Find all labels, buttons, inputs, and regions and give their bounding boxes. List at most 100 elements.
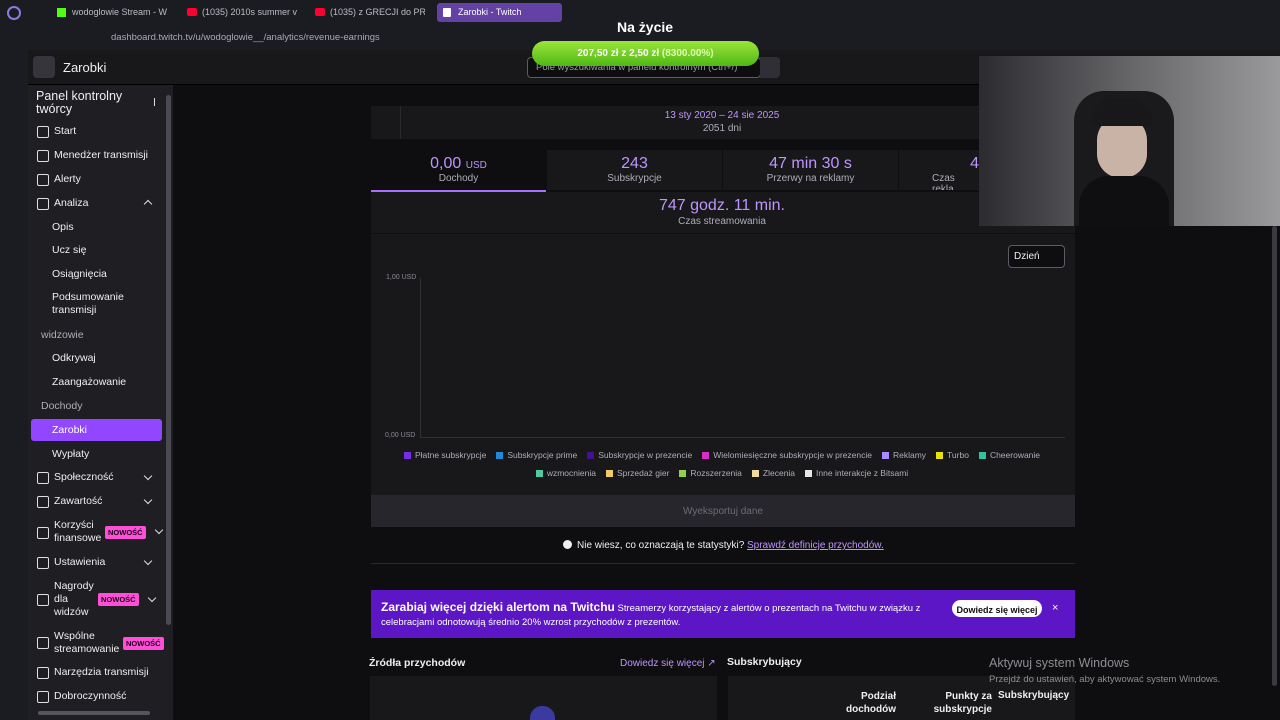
icon xyxy=(37,527,49,539)
sidebar-title: Panel kontrolny twórcy xyxy=(36,89,123,116)
tab-active[interactable]: Zarobki - Twitch xyxy=(437,3,562,22)
stat-label: Dochody xyxy=(438,173,479,184)
tab-title: (1035) 2010s summer vib xyxy=(202,7,297,17)
menu-button[interactable] xyxy=(33,56,55,78)
nav-item[interactable]: Wspólne streamowanie xyxy=(54,630,120,655)
date-range: 13 sty 2020 – 24 sie 2025 xyxy=(664,110,780,121)
tab-title: (1035) z GRECJI do PRO xyxy=(330,7,425,17)
stat-card[interactable]: 4 Czas rekla xyxy=(899,150,979,190)
interval-select[interactable]: Dzień xyxy=(1008,245,1065,268)
date-days: 2051 dni xyxy=(702,123,742,134)
legend-item: Zlecenia xyxy=(751,468,796,478)
watermark-text: Przejdź do ustawień, aby aktywować syste… xyxy=(989,674,1221,685)
icon xyxy=(37,667,49,679)
goal-percent: (8300.00%) xyxy=(661,48,714,59)
nav-item[interactable]: Alerty xyxy=(54,173,81,185)
icon xyxy=(37,496,49,508)
stat-value: 0,00 xyxy=(430,155,462,172)
subscribers-title: Subskrybujący xyxy=(727,656,802,668)
nav-item[interactable]: Korzyści finansowe xyxy=(54,519,102,544)
y-label: 0,00 USD xyxy=(385,432,416,439)
stat-card[interactable]: 0,00 USD Dochody xyxy=(371,150,546,192)
banner-text: Streamerzy korzystający z alertów o prez… xyxy=(381,603,921,628)
date-bar xyxy=(371,106,1075,139)
legend-item: wzmocnienia xyxy=(535,468,596,478)
legend-label: Inne interakcje z Bitsami xyxy=(816,468,909,478)
help-icon xyxy=(563,540,572,549)
icon xyxy=(37,472,49,484)
legend-swatch xyxy=(679,469,687,477)
legend-swatch xyxy=(805,469,813,477)
main-scrollbar xyxy=(1272,226,1277,686)
legend-label: Zlecenia xyxy=(762,468,796,478)
nav-subitem[interactable]: Odkrywaj xyxy=(52,352,96,364)
goal-current: 207,50 zł xyxy=(577,48,619,59)
sidebar-scrollbar xyxy=(166,95,171,625)
legend-item: Subskrypcje prime xyxy=(496,450,577,460)
search-button[interactable] xyxy=(760,57,780,78)
nav-group: Dochody xyxy=(41,400,83,412)
nav-subitem[interactable]: Ucz się xyxy=(52,244,87,256)
legend-label: Subskrypcje w prezencie xyxy=(598,450,693,460)
nav-subitem-active[interactable]: Zarobki xyxy=(52,424,88,436)
banner-button-label: Dowiedz się więcej xyxy=(956,605,1038,615)
export-button[interactable]: Wyeksportuj dane xyxy=(371,495,1075,527)
banner-close[interactable]: × xyxy=(1052,602,1059,614)
badge: NOWOŚĆ xyxy=(123,637,164,650)
legend-item: Cheerowanie xyxy=(978,450,1040,460)
nav-item[interactable]: Start xyxy=(54,125,77,137)
banner-title: Zarabiaj więcej dzięki alertom na Twitch… xyxy=(381,600,615,614)
icon xyxy=(37,637,49,649)
nav-item[interactable]: Nagrody dla widzów xyxy=(54,580,94,618)
banner-button[interactable]: Dowiedz się więcej xyxy=(952,600,1042,617)
nav-item[interactable]: Zawartość xyxy=(54,495,103,507)
nav-item[interactable]: Narzędzia transmisji xyxy=(54,666,149,678)
legend-swatch xyxy=(881,451,889,459)
nav-subitem[interactable]: Opis xyxy=(52,221,74,233)
prev-button[interactable] xyxy=(371,106,401,139)
column-header: Podział dochodów xyxy=(846,691,896,715)
legend-item: Turbo xyxy=(936,450,969,460)
sidebar xyxy=(28,85,173,720)
goal-bar: 207,50 zł z 2,50 zł (8300.00%) xyxy=(532,41,759,66)
legend-label: Subskrypcje prime xyxy=(507,450,578,460)
nav-item[interactable]: Menedżer transmisji xyxy=(54,149,148,161)
export-label: Wyeksportuj dane xyxy=(683,506,763,517)
stream-time-box xyxy=(371,192,1075,233)
avatar xyxy=(530,706,555,720)
tab[interactable]: wodoglowie Stream - Wa xyxy=(52,3,170,22)
sources-link[interactable]: Dowiedz się więcej ↗ xyxy=(620,658,716,669)
nav-subitem[interactable]: Zaangażowanie xyxy=(52,376,127,388)
legend-swatch xyxy=(587,451,595,459)
interval-label: Dzień xyxy=(1014,251,1040,262)
nav-item[interactable]: Społeczność xyxy=(54,471,114,483)
sidebar-hscroll xyxy=(38,711,150,715)
nav-subitem[interactable]: Podsumowanie transmisji xyxy=(52,291,124,316)
legend-item: Wielomiesięczne subskrypcje w prezencie xyxy=(702,450,872,460)
nav-active-bg xyxy=(31,419,162,441)
webcam xyxy=(979,56,1280,226)
icon xyxy=(37,126,49,138)
stat-label: Subskrypcje xyxy=(607,173,662,184)
tab-title: Zarobki - Twitch xyxy=(458,7,522,17)
goal-sep: z xyxy=(621,48,627,59)
nav-item[interactable]: Analiza xyxy=(54,197,89,209)
nav-item[interactable]: Dobroczynność xyxy=(54,690,127,702)
stream-time-value: 747 godz. 11 min. xyxy=(658,197,786,214)
search-placeholder: Pole wyszukiwania w panelu kontrolnym (C… xyxy=(536,62,738,73)
browser-logo xyxy=(7,6,21,20)
url[interactable]: dashboard.twitch.tv/u/wodoglowie__/analy… xyxy=(111,32,380,43)
banner-text-wrap: Zarabiaj więcej dzięki alertom na Twitch… xyxy=(381,600,941,630)
help-link[interactable]: Sprawdź definicje przychodów. xyxy=(747,540,884,551)
tab[interactable]: (1035) z GRECJI do PRO xyxy=(310,3,428,22)
collapse-icon[interactable] xyxy=(145,98,155,106)
tab[interactable]: (1035) 2010s summer vib xyxy=(182,3,300,22)
nav-subitem[interactable]: Wypłaty xyxy=(52,448,90,460)
stat-card[interactable]: 243 Subskrypcje xyxy=(547,150,722,190)
legend-item: Reklamy xyxy=(881,450,926,460)
nav-item[interactable]: Ustawienia xyxy=(54,556,106,568)
nav-subitem[interactable]: Osiągnięcia xyxy=(52,268,107,280)
stat-card[interactable]: 47 min 30 s Przerwy na reklamy xyxy=(723,150,898,190)
legend-item: Sprzedaż gier xyxy=(605,468,669,478)
